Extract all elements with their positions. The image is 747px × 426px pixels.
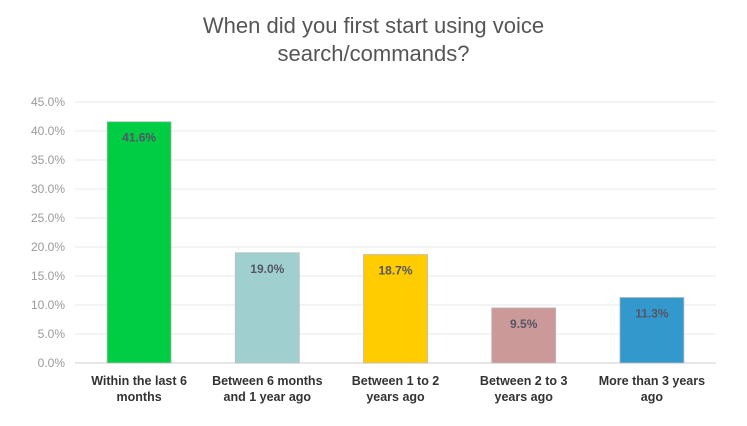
category-label-3-line-2: years ago [495, 390, 554, 404]
category-label-0-line-1: Within the last 6 [91, 374, 187, 388]
category-label-3-line-1: Between 2 to 3 [480, 374, 568, 388]
category-label-4-line-2: ago [641, 390, 664, 404]
bar-4 [619, 297, 685, 364]
data-label-4: 11.3% [635, 306, 669, 320]
y-tick-label-0: 0.0% [38, 356, 66, 370]
data-label-3: 9.5% [510, 317, 538, 331]
category-label-2-line-1: Between 1 to 2 [352, 374, 440, 388]
data-label-0: 41.6% [122, 131, 156, 145]
bar-2 [363, 254, 428, 364]
category-label-1-line-1: Between 6 months [212, 374, 322, 388]
y-tick-label-4: 20.0% [31, 240, 65, 254]
bar-0 [106, 121, 172, 364]
chart-title-line-1: When did you first start using voice [202, 13, 545, 38]
y-tick-label-5: 25.0% [31, 211, 65, 225]
data-label-2: 18.7% [378, 264, 412, 278]
y-tick-label-6: 30.0% [31, 182, 65, 196]
y-tick-label-9: 45.0% [31, 95, 65, 109]
y-tick-label-7: 35.0% [31, 153, 65, 167]
y-tick-label-2: 10.0% [31, 298, 65, 312]
y-tick-label-8: 40.0% [31, 124, 65, 138]
category-label-1-line-2: and 1 year ago [224, 390, 312, 404]
chart-title: When did you first start using voice sea… [0, 12, 747, 68]
bar-3 [491, 307, 557, 364]
y-tick-label-3: 15.0% [31, 269, 65, 283]
category-label-2-line-2: years ago [366, 390, 425, 404]
category-label-4-line-1: More than 3 years [599, 374, 705, 388]
chart-title-line-2: search/commands? [277, 41, 470, 66]
category-label-0-line-2: months [117, 390, 162, 404]
data-label-1: 19.0% [250, 262, 284, 276]
y-tick-label-1: 5.0% [38, 327, 66, 341]
bar-1 [234, 252, 300, 364]
